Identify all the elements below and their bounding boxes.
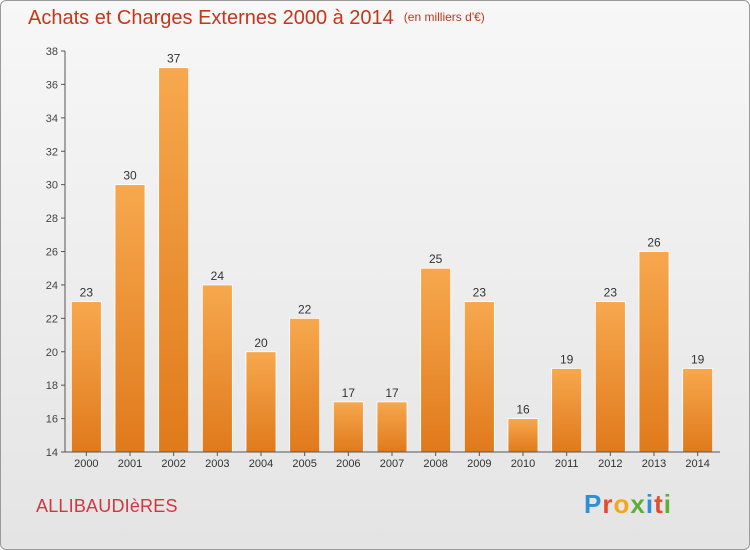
bar xyxy=(289,317,321,453)
x-tick-label: 2014 xyxy=(685,458,709,470)
bar xyxy=(551,368,583,453)
x-tick-label: 2008 xyxy=(423,458,447,470)
y-tick-label: 24 xyxy=(46,280,58,292)
proxiti-logo[interactable]: Proxiti xyxy=(584,489,672,520)
bar-value-label: 23 xyxy=(473,286,487,300)
bar xyxy=(332,401,364,453)
chart-subtitle: (en milliers d'€) xyxy=(403,10,485,24)
bar-value-label: 16 xyxy=(516,403,530,417)
bar-value-label: 17 xyxy=(342,386,356,400)
bar xyxy=(201,284,233,453)
logo-letter: t xyxy=(654,489,664,519)
bar-value-label: 22 xyxy=(298,302,312,316)
bar-value-label: 26 xyxy=(647,236,661,250)
x-axis: 2000 2001 2002 2003 2004 2005 2006 2007 2008 2009… xyxy=(65,451,720,470)
bar-value-label: 24 xyxy=(211,269,225,283)
logo-letter: i xyxy=(663,489,672,519)
bar-value-label: 19 xyxy=(560,352,574,366)
bar xyxy=(463,301,495,453)
bar-value-label: 25 xyxy=(429,252,443,266)
x-tick-label: 2012 xyxy=(598,458,622,470)
bar xyxy=(507,418,539,453)
y-tick-label: 36 xyxy=(46,79,58,91)
logo-letter: x xyxy=(630,489,646,519)
x-tick-label: 2003 xyxy=(205,458,229,470)
bar xyxy=(114,184,146,453)
y-tick-label: 38 xyxy=(46,46,58,58)
x-tick-label: 2004 xyxy=(249,458,273,470)
x-tick-label: 2002 xyxy=(161,458,185,470)
logo-letter: o xyxy=(613,489,631,519)
y-tick-label: 20 xyxy=(46,347,58,359)
x-tick-label: 2011 xyxy=(555,458,579,470)
bar-value-label: 20 xyxy=(254,336,268,350)
bar xyxy=(245,351,277,453)
commune-name: ALLIBAUDIèRES xyxy=(36,496,178,516)
bar xyxy=(376,401,408,453)
bar-value-label: 19 xyxy=(691,352,705,366)
chart-title: Achats et Charges Externes 2000 à 2014 xyxy=(28,7,394,29)
y-tick-label: 32 xyxy=(46,146,58,158)
x-tick-label: 2005 xyxy=(292,458,316,470)
x-tick-label: 2007 xyxy=(380,458,404,470)
y-tick-label: 26 xyxy=(46,247,58,259)
y-axis: 14 16 18 20 22 24 26 28 30 32 34 36 38 xyxy=(46,46,66,459)
x-tick-label: 2010 xyxy=(511,458,535,470)
x-tick-label: 2000 xyxy=(74,458,98,470)
bar xyxy=(158,67,190,453)
logo-letter: r xyxy=(602,489,614,519)
x-tick-label: 2009 xyxy=(467,458,491,470)
bar xyxy=(420,267,452,453)
logo-letter: i xyxy=(645,489,655,519)
title-row: Achats et Charges Externes 2000 à 2014 (e… xyxy=(28,7,485,30)
bar-value-label: 23 xyxy=(604,286,618,300)
y-tick-label: 30 xyxy=(46,180,58,192)
bars: 23 30 37 24 20 22 17 17 25 23 16 19 23 26 19 xyxy=(70,52,714,453)
x-tick-label: 2001 xyxy=(118,458,142,470)
bar-value-label: 37 xyxy=(167,52,181,66)
bar xyxy=(594,301,626,453)
logo-letter: P xyxy=(584,489,603,519)
bar-value-label: 30 xyxy=(123,169,137,183)
x-tick-label: 2006 xyxy=(336,458,360,470)
bar-value-label: 17 xyxy=(385,386,399,400)
y-tick-label: 22 xyxy=(46,313,58,325)
y-tick-label: 34 xyxy=(46,113,58,125)
bar xyxy=(682,368,714,453)
bar xyxy=(638,251,670,453)
y-tick-label: 14 xyxy=(46,447,58,459)
x-tick-label: 2013 xyxy=(642,458,666,470)
y-tick-label: 28 xyxy=(46,213,58,225)
y-tick-label: 18 xyxy=(46,380,58,392)
bar xyxy=(70,301,102,453)
y-tick-label: 16 xyxy=(46,414,58,426)
bar-value-label: 23 xyxy=(80,286,94,300)
